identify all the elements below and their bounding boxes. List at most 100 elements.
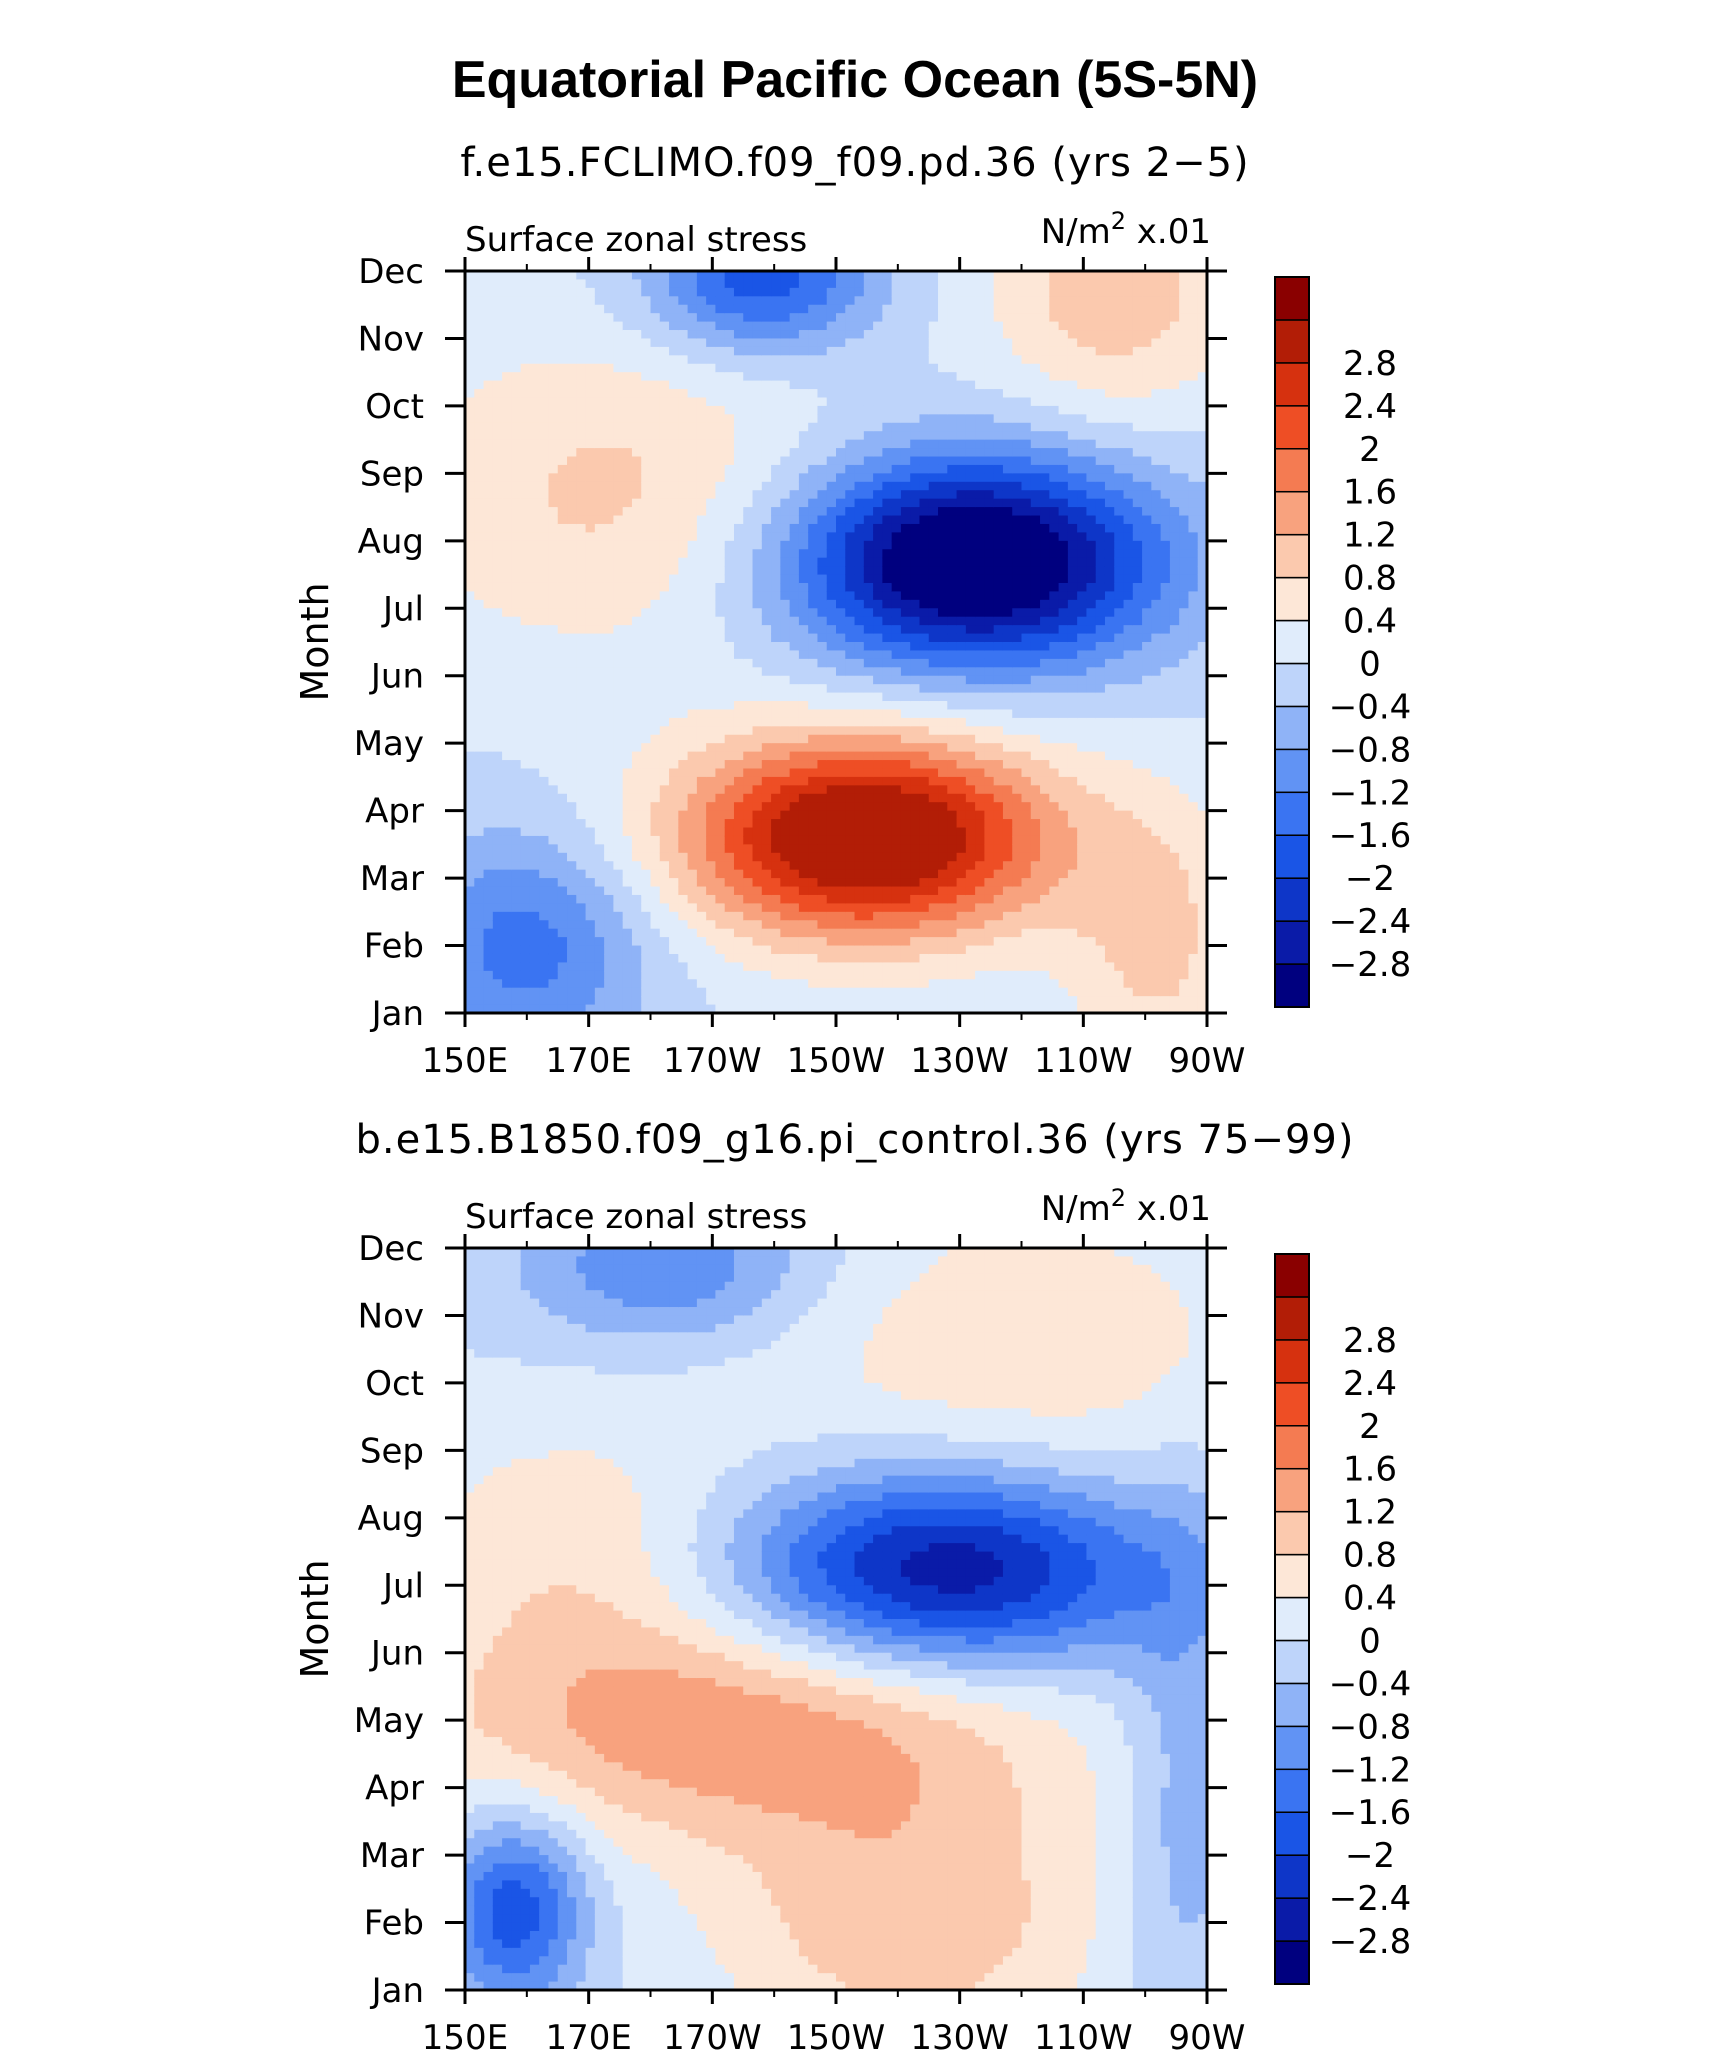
contour-cell bbox=[863, 996, 874, 1006]
contour-cell bbox=[863, 1004, 874, 1014]
contour-cell bbox=[687, 760, 698, 770]
contour-cell bbox=[938, 878, 948, 888]
contour-cell bbox=[956, 313, 967, 323]
contour-cell bbox=[678, 481, 689, 491]
contour-cell bbox=[641, 827, 652, 837]
contour-cell bbox=[557, 481, 568, 491]
contour-cell bbox=[696, 751, 707, 761]
contour-cell bbox=[771, 616, 781, 626]
contour-cell bbox=[826, 962, 837, 972]
contour-cell bbox=[724, 886, 735, 896]
contour-cell bbox=[548, 591, 559, 601]
contour-cell bbox=[910, 296, 921, 306]
contour-cell bbox=[641, 633, 652, 643]
contour-cell bbox=[502, 330, 512, 340]
contour-cell bbox=[539, 389, 550, 399]
contour-cell bbox=[585, 726, 596, 736]
contour-cell bbox=[854, 473, 865, 483]
contour-cell bbox=[492, 582, 503, 593]
contour-cell bbox=[669, 338, 679, 348]
contour-cell bbox=[891, 886, 902, 896]
contour-cell bbox=[483, 515, 494, 525]
contour-cell bbox=[622, 279, 633, 289]
contour-cell bbox=[659, 363, 670, 373]
contour-cell bbox=[696, 625, 707, 635]
contour-cell bbox=[511, 456, 522, 466]
contour-cell bbox=[520, 886, 531, 896]
contour-cell bbox=[900, 397, 911, 407]
contour-cell bbox=[613, 658, 624, 668]
contour-cell bbox=[548, 346, 559, 356]
contour-cell bbox=[576, 886, 587, 896]
contour-cell bbox=[650, 431, 661, 441]
contour-cell bbox=[576, 523, 587, 533]
contour-cell bbox=[817, 355, 828, 365]
contour-cell bbox=[808, 380, 819, 390]
contour-cell bbox=[836, 667, 846, 677]
contour-cell bbox=[492, 304, 503, 314]
contour-cell bbox=[520, 684, 531, 694]
contour-cell bbox=[539, 439, 550, 449]
contour-cell bbox=[938, 717, 948, 727]
contour-cell bbox=[659, 389, 670, 399]
contour-cell bbox=[520, 743, 531, 753]
contour-cell bbox=[465, 566, 475, 576]
contour-cell bbox=[659, 456, 670, 466]
contour-cell bbox=[771, 313, 781, 323]
contour-cell bbox=[622, 650, 633, 660]
contour-cell bbox=[724, 937, 735, 947]
contour-cell bbox=[520, 473, 531, 483]
contour-cell bbox=[752, 835, 763, 845]
contour-cell bbox=[474, 827, 485, 837]
contour-cell bbox=[984, 456, 995, 466]
contour-cell bbox=[696, 835, 707, 845]
contour-cell bbox=[631, 287, 642, 297]
contour-cell bbox=[548, 743, 559, 753]
contour-cell bbox=[724, 869, 735, 879]
contour-cell bbox=[585, 304, 596, 314]
contour-cell bbox=[529, 414, 540, 424]
contour-cell bbox=[984, 819, 995, 829]
contour-cell bbox=[826, 304, 837, 314]
contour-cell bbox=[919, 363, 930, 373]
contour-cell bbox=[465, 540, 475, 550]
contour-cell bbox=[863, 878, 874, 888]
contour-cell bbox=[733, 321, 744, 331]
contour-cell bbox=[891, 650, 902, 660]
contour-cell bbox=[798, 566, 809, 576]
contour-cell bbox=[687, 625, 698, 635]
contour-cell bbox=[613, 582, 624, 593]
contour-cell bbox=[733, 616, 744, 626]
contour-cell bbox=[567, 532, 577, 542]
contour-cell bbox=[956, 473, 967, 483]
contour-cell bbox=[938, 271, 948, 281]
contour-cell bbox=[863, 684, 874, 694]
contour-cell bbox=[631, 633, 642, 643]
contour-cell bbox=[678, 287, 689, 297]
contour-cell bbox=[483, 819, 494, 829]
contour-cell bbox=[947, 405, 958, 415]
contour-cell bbox=[938, 810, 948, 820]
contour-cell bbox=[548, 793, 559, 803]
contour-cell bbox=[576, 321, 587, 331]
contour-cell bbox=[548, 827, 559, 837]
contour-cell bbox=[817, 650, 828, 660]
contour-cell bbox=[928, 911, 939, 921]
contour-cell bbox=[594, 625, 605, 635]
contour-cell bbox=[873, 532, 883, 542]
contour-cell bbox=[854, 667, 865, 677]
contour-cell bbox=[733, 633, 744, 643]
contour-cell bbox=[622, 726, 633, 736]
contour-cell bbox=[956, 996, 967, 1006]
contour-cell bbox=[910, 726, 921, 736]
contour-cell bbox=[965, 996, 976, 1006]
contour-cell bbox=[798, 920, 809, 930]
contour-cell bbox=[604, 861, 615, 871]
contour-cell bbox=[520, 372, 531, 382]
contour-cell bbox=[604, 785, 615, 795]
contour-cell bbox=[752, 760, 763, 770]
contour-cell bbox=[631, 557, 642, 567]
contour-cell bbox=[780, 835, 791, 845]
contour-cell bbox=[808, 338, 819, 348]
contour-cell bbox=[789, 313, 800, 323]
